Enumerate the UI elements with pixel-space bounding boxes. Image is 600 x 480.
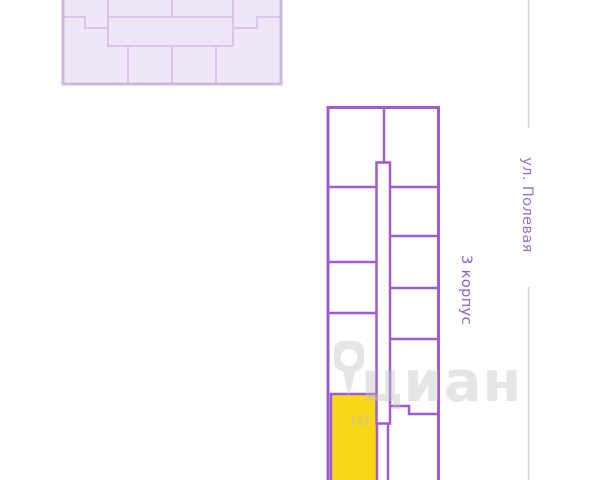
building-3-outline bbox=[326, 106, 440, 480]
building-3-plan bbox=[326, 106, 440, 480]
building-label: 3 корпус bbox=[458, 255, 474, 325]
stairwell-shaft bbox=[375, 161, 392, 425]
street-label: ул. Полевая bbox=[519, 157, 535, 253]
adjacent-building-walls bbox=[62, 0, 282, 85]
highlighted-unit[interactable] bbox=[329, 392, 379, 480]
adjacent-building-plan bbox=[61, 0, 283, 86]
adjacent-building-outline bbox=[61, 0, 283, 86]
building-3-walls bbox=[327, 106, 439, 480]
